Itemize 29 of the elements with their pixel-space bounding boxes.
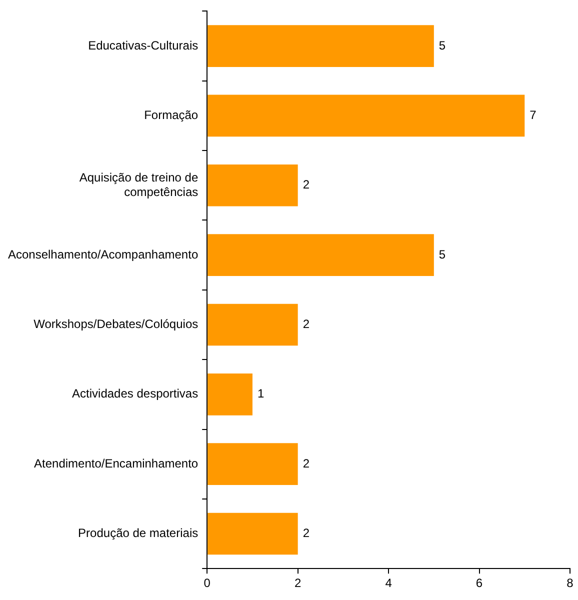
y-tick-label: Actividades desportivas <box>72 386 198 401</box>
bar <box>208 25 434 67</box>
bar <box>208 374 252 416</box>
x-tick-label: 6 <box>476 576 483 590</box>
y-tick-label: Formação <box>144 108 198 122</box>
bar <box>208 164 298 206</box>
bar <box>208 234 434 276</box>
y-tick-label: Workshops/Debates/Colóquios <box>34 317 198 332</box>
x-tick-label: 4 <box>385 576 392 590</box>
bar <box>208 304 298 346</box>
bar <box>208 94 525 137</box>
data-label: 2 <box>302 456 310 470</box>
y-tick-label: Atendimento/Encaminhamento <box>34 456 198 470</box>
data-label: 5 <box>438 247 446 262</box>
x-tick-label: 0 <box>204 576 211 590</box>
y-tick-label: Aquisição de treino de competências <box>79 170 198 199</box>
x-tick-label: 8 <box>566 576 574 590</box>
y-tick-label: Produção de materiais <box>78 526 198 540</box>
data-label: 1 <box>257 386 264 401</box>
data-label: 7 <box>530 108 537 122</box>
data-label: 2 <box>302 178 310 192</box>
data-label: 2 <box>302 317 310 332</box>
y-tick-label: Educativas-Culturais <box>88 38 198 52</box>
y-tick-label: Aconselhamento/Acompanhamento <box>8 247 198 262</box>
x-tick-label: 2 <box>294 576 302 590</box>
bar <box>208 512 298 555</box>
bar <box>208 443 298 485</box>
data-label: 2 <box>302 526 310 540</box>
data-label: 5 <box>438 38 446 52</box>
